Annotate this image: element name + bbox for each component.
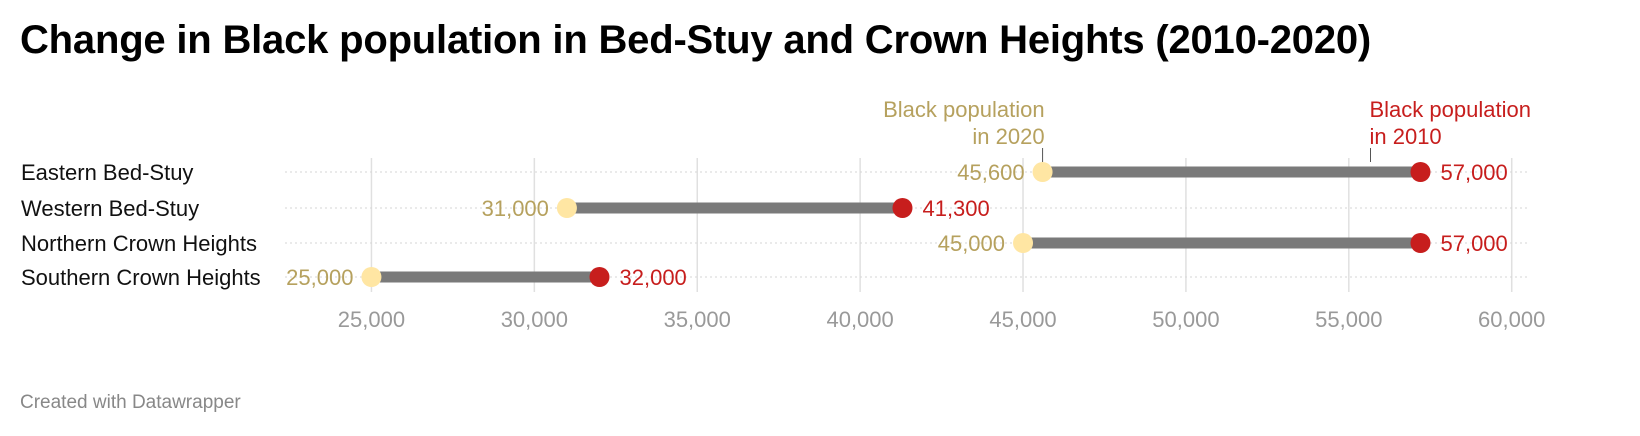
- dot-2020: [361, 267, 382, 287]
- dot-2020: [1013, 233, 1034, 253]
- value-label-2020: 45,600: [957, 160, 1024, 185]
- dot-2010: [1410, 162, 1431, 182]
- dot-2020: [1032, 162, 1053, 182]
- value-label-2010: 32,000: [620, 265, 687, 290]
- x-tick-label: 60,000: [1478, 307, 1545, 332]
- x-tick-label: 35,000: [664, 307, 731, 332]
- chart-rows: Eastern Bed-Stuy 45,600 57,000 Western Bed-…: [21, 160, 1508, 290]
- chart-title: Change in Black population in Bed-Stuy a…: [20, 18, 1372, 62]
- x-tick-label: 30,000: [501, 307, 568, 332]
- dot-2010: [1410, 233, 1431, 253]
- category-label: Eastern Bed-Stuy: [21, 160, 193, 185]
- category-label: Western Bed-Stuy: [21, 196, 199, 221]
- category-label: Northern Crown Heights: [21, 231, 257, 256]
- category-label: Southern Crown Heights: [21, 265, 261, 290]
- value-label-2010: 57,000: [1440, 231, 1507, 256]
- x-tick-label: 40,000: [826, 307, 893, 332]
- value-label-2020: 31,000: [482, 196, 549, 221]
- value-label-2010: 57,000: [1440, 160, 1507, 185]
- x-tick-label: 25,000: [338, 307, 405, 332]
- dot-2010: [589, 267, 610, 287]
- dot-2010: [892, 198, 913, 218]
- value-label-2020: 45,000: [938, 231, 1005, 256]
- x-tick-label: 45,000: [989, 307, 1056, 332]
- x-axis: 25,000 30,000 35,000 40,000 45,000 50,000 55,0…: [338, 307, 1546, 332]
- footer-credit: Created with Datawrapper: [20, 392, 241, 413]
- legend-label-2020-line2: in 2020: [972, 124, 1044, 149]
- legend-label-2010-line1: Black population: [1369, 97, 1530, 122]
- x-tick-label: 50,000: [1152, 307, 1219, 332]
- legend-label-2020-line1: Black population: [883, 97, 1044, 122]
- legend-label-2010-line2: in 2010: [1369, 124, 1441, 149]
- dot-2020: [556, 198, 577, 218]
- x-tick-label: 55,000: [1315, 307, 1382, 332]
- value-label-2020: 25,000: [286, 265, 353, 290]
- value-label-2010: 41,300: [922, 196, 989, 221]
